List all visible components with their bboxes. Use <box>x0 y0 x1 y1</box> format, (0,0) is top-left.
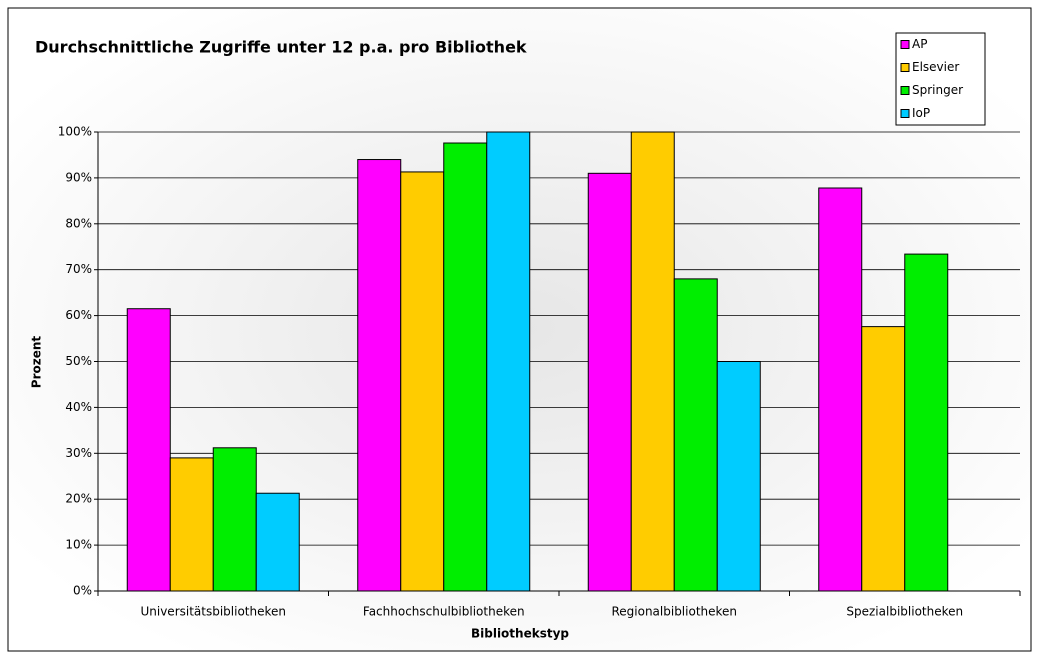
y-tick-label: 100% <box>58 125 92 139</box>
x-axis-label: Bibliothekstyp <box>471 627 569 641</box>
x-tick-label: Fachhochschulbibliotheken <box>363 605 525 619</box>
legend-label: Elsevier <box>912 60 959 74</box>
y-tick-label: 40% <box>65 400 92 414</box>
bar <box>716 361 761 592</box>
bar <box>818 187 863 592</box>
x-tick-label: Spezialbibliotheken <box>846 605 963 619</box>
chart-title: Durchschnittliche Zugriffe unter 12 p.a.… <box>35 38 527 57</box>
bar <box>486 131 531 592</box>
y-tick-label: 50% <box>65 354 92 368</box>
y-tick-label: 70% <box>65 262 92 276</box>
bar <box>255 492 300 592</box>
legend-swatch <box>900 40 910 49</box>
y-tick-label: 0% <box>73 584 92 598</box>
y-axis-label: Prozent <box>30 336 44 389</box>
y-tick-label: 60% <box>65 308 92 322</box>
legend-label: IoP <box>912 106 930 120</box>
legend-swatch <box>900 63 910 72</box>
y-tick-label: 30% <box>65 446 92 460</box>
bar <box>126 308 171 592</box>
bar <box>673 278 718 592</box>
bar <box>861 326 906 592</box>
bar <box>212 447 257 592</box>
x-tick-label: Regionalbibliotheken <box>611 605 737 619</box>
y-tick-label: 10% <box>65 538 92 552</box>
bar <box>630 131 675 592</box>
legend-box <box>895 32 986 126</box>
bar <box>400 171 445 592</box>
y-tick-label: 20% <box>65 492 92 506</box>
legend-label: AP <box>912 37 927 51</box>
bar <box>587 172 632 592</box>
x-tick-label: Universitätsbibliotheken <box>140 605 286 619</box>
bar <box>169 457 214 592</box>
legend-label: Springer <box>912 83 963 97</box>
bar <box>904 253 949 592</box>
y-tick-label: 90% <box>65 170 92 184</box>
legend-swatch <box>900 86 910 95</box>
bar <box>443 142 488 592</box>
y-tick-label: 80% <box>65 216 92 230</box>
legend-swatch <box>900 109 910 118</box>
bar <box>357 159 402 592</box>
